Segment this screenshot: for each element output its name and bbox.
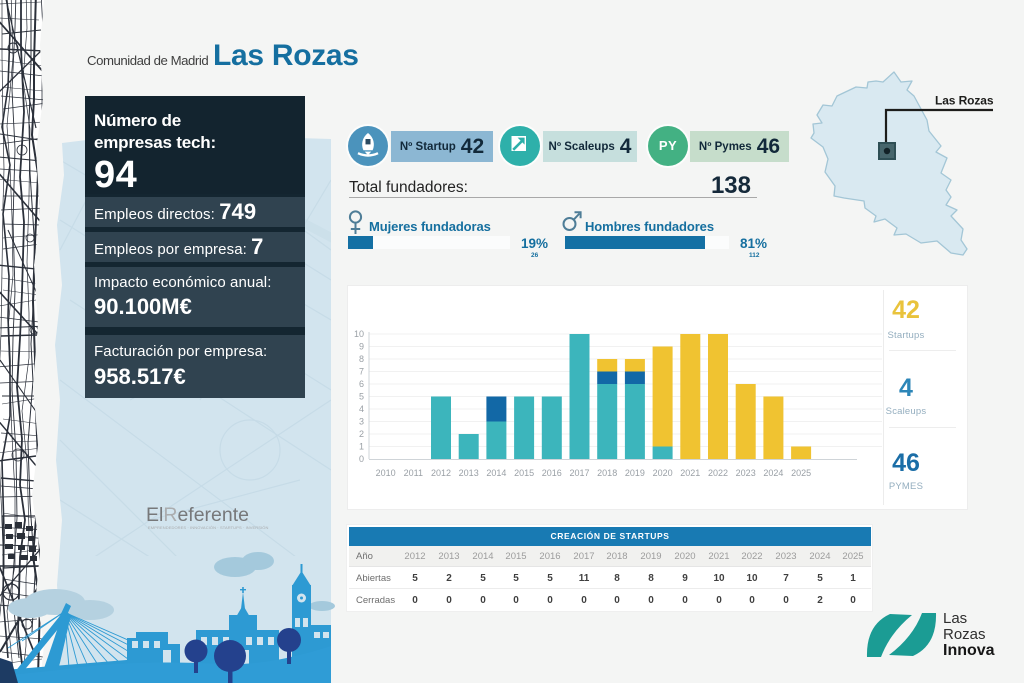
svg-text:2010: 2010 [376, 468, 396, 478]
svg-text:2016: 2016 [542, 468, 562, 478]
svg-text:2013: 2013 [459, 468, 479, 478]
svg-text:2022: 2022 [708, 468, 728, 478]
svg-text:1: 1 [359, 442, 364, 452]
svg-text:2015: 2015 [514, 468, 534, 478]
svg-text:2019: 2019 [625, 468, 645, 478]
svg-text:7: 7 [359, 367, 364, 377]
svg-text:2011: 2011 [404, 468, 423, 478]
svg-text:2023: 2023 [736, 468, 756, 478]
svg-text:6: 6 [359, 379, 364, 389]
svg-text:10: 10 [354, 329, 364, 339]
svg-text:2018: 2018 [597, 468, 617, 478]
svg-text:3: 3 [359, 417, 364, 427]
svg-text:0: 0 [359, 454, 364, 464]
svg-text:8: 8 [359, 354, 364, 364]
svg-text:2024: 2024 [763, 468, 783, 478]
svg-text:2012: 2012 [431, 468, 451, 478]
svg-text:2025: 2025 [791, 468, 811, 478]
svg-text:4: 4 [359, 404, 364, 414]
svg-text:2: 2 [359, 429, 364, 439]
svg-text:9: 9 [359, 342, 364, 352]
svg-text:Las Rozas: Las Rozas [935, 94, 994, 108]
svg-text:2014: 2014 [486, 468, 506, 478]
svg-text:2017: 2017 [569, 468, 589, 478]
svg-text:2021: 2021 [680, 468, 700, 478]
svg-text:2020: 2020 [653, 468, 673, 478]
svg-text:5: 5 [359, 392, 364, 402]
